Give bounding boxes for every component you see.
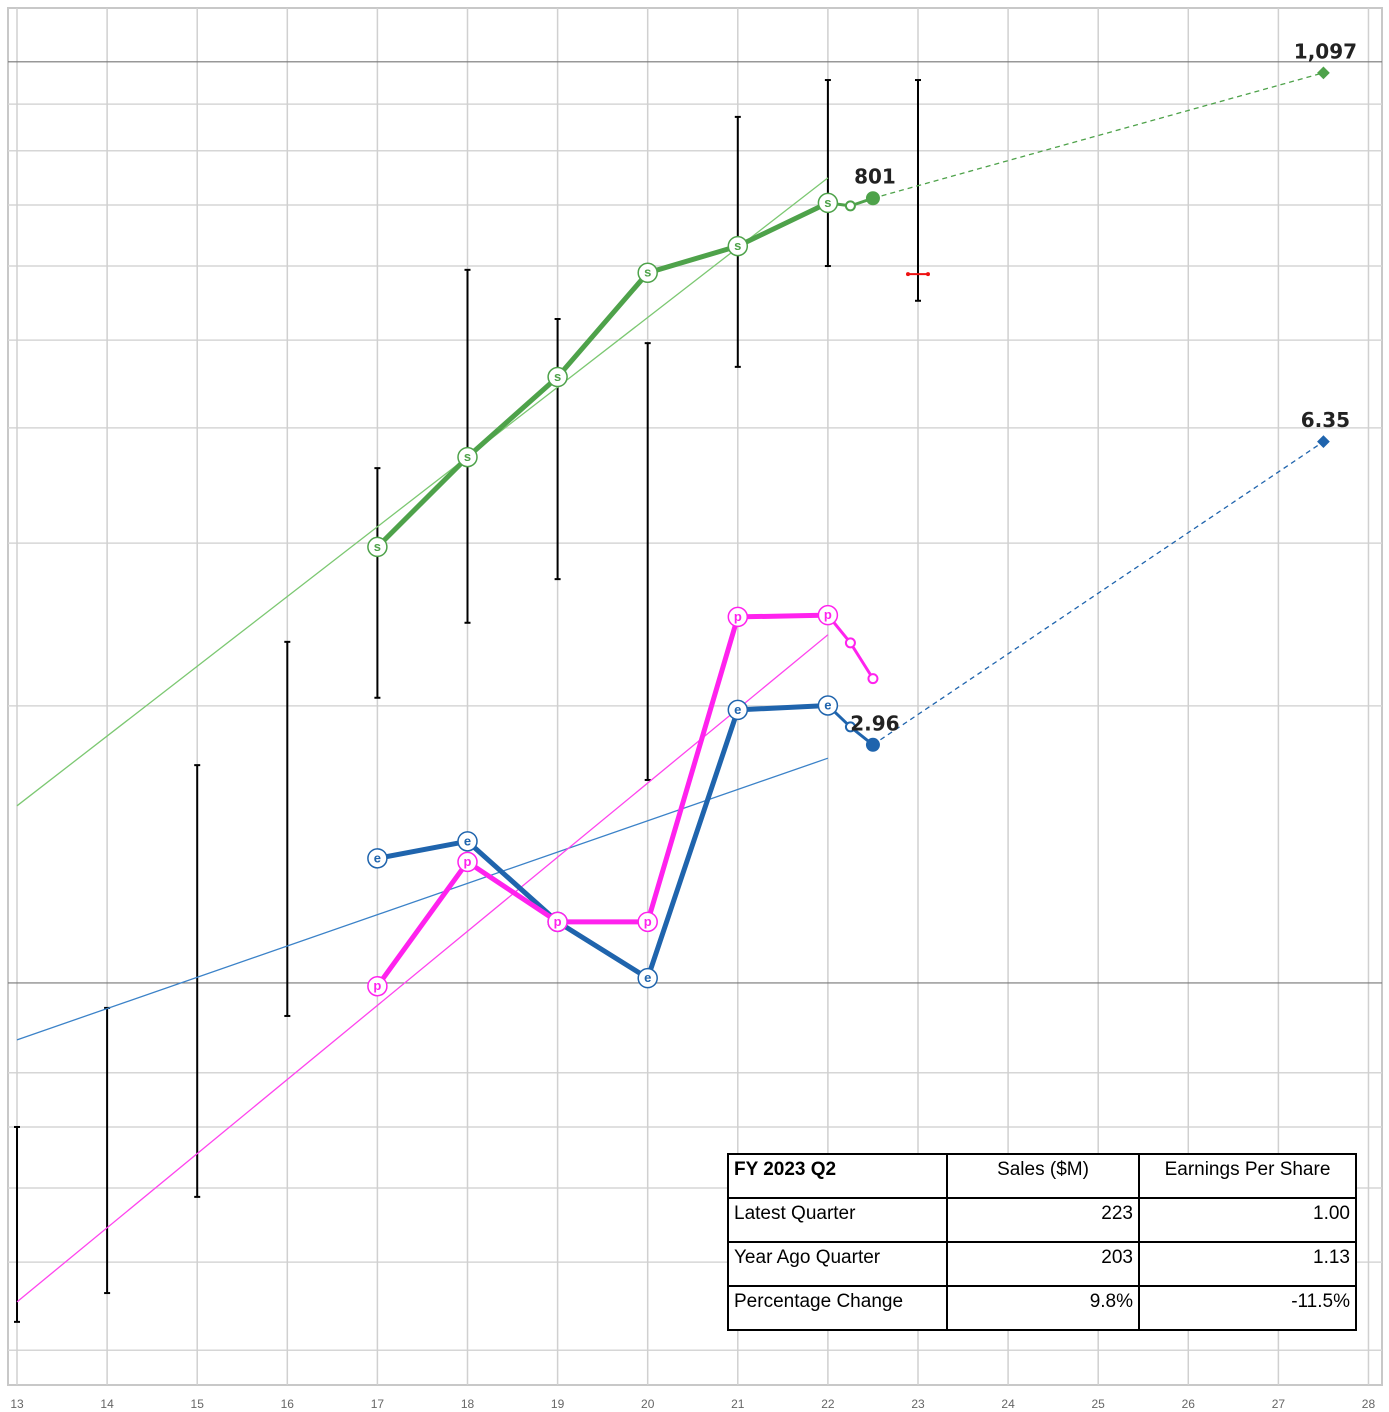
x-tick-label: 17 bbox=[371, 1397, 385, 1411]
tail-point bbox=[844, 200, 856, 212]
range-marker-dot bbox=[905, 272, 910, 277]
latest-label: 801 bbox=[854, 165, 896, 189]
latest-point bbox=[865, 191, 880, 206]
point-marker bbox=[547, 911, 568, 933]
point-marker-letter: s bbox=[644, 265, 651, 280]
x-tick-label: 18 bbox=[461, 1397, 475, 1411]
x-tick-label: 19 bbox=[551, 1397, 565, 1411]
point-marker bbox=[727, 606, 749, 628]
point-marker-letter: e bbox=[824, 697, 831, 712]
point-marker bbox=[457, 446, 478, 468]
point-marker-letter: s bbox=[464, 449, 471, 464]
x-tick-label: 23 bbox=[911, 1397, 925, 1411]
point-marker bbox=[817, 695, 839, 716]
x-tick-label: 24 bbox=[1001, 1397, 1015, 1411]
series-line bbox=[375, 612, 828, 988]
header-cell: Earnings Per Share bbox=[1138, 1153, 1357, 1199]
plot-frame bbox=[7, 7, 1383, 1386]
summary-table: FY 2023 Q2 Sales ($M) Earnings Per Share… bbox=[727, 1153, 1357, 1331]
x-tick-label: 28 bbox=[1362, 1397, 1376, 1411]
trend-line bbox=[16, 177, 829, 807]
point-marker bbox=[367, 536, 388, 558]
point-marker bbox=[727, 699, 749, 721]
cell: Percentage Change bbox=[727, 1285, 948, 1331]
latest-point bbox=[865, 737, 880, 752]
point-marker bbox=[547, 366, 568, 388]
x-tick-label: 21 bbox=[731, 1397, 745, 1411]
trend-line bbox=[16, 634, 829, 1303]
point-marker bbox=[727, 235, 749, 257]
point-marker bbox=[817, 604, 839, 626]
point-marker-letter: e bbox=[644, 970, 651, 985]
point-marker-letter: p bbox=[644, 914, 652, 929]
cell: Latest Quarter bbox=[727, 1197, 948, 1243]
tail-point bbox=[844, 637, 856, 649]
table-row: Percentage Change 9.8% -11.5% bbox=[727, 1285, 1357, 1331]
cell: 203 bbox=[946, 1241, 1140, 1287]
table-header: FY 2023 Q2 Sales ($M) Earnings Per Share bbox=[727, 1153, 1357, 1199]
x-tick-label: 27 bbox=[1272, 1397, 1286, 1411]
point-marker-letter: p bbox=[373, 978, 381, 993]
point-marker-letter: s bbox=[374, 539, 381, 554]
point-marker bbox=[457, 851, 478, 873]
point-marker-letter: p bbox=[554, 914, 562, 929]
table-row: Year Ago Quarter 203 1.13 bbox=[727, 1241, 1357, 1287]
point-marker-letter: s bbox=[554, 369, 561, 384]
x-tick-label: 16 bbox=[281, 1397, 295, 1411]
x-tick-label: 14 bbox=[100, 1397, 114, 1411]
cell: 1.13 bbox=[1138, 1241, 1357, 1287]
x-tick-label: 22 bbox=[821, 1397, 835, 1411]
point-marker bbox=[637, 911, 658, 933]
projection-label: 6.35 bbox=[1301, 408, 1350, 432]
series-line bbox=[375, 200, 829, 549]
x-tick-label: 13 bbox=[10, 1397, 24, 1411]
x-tick-label: 15 bbox=[191, 1397, 205, 1411]
x-tick-label: 20 bbox=[641, 1397, 655, 1411]
point-marker-letter: e bbox=[734, 702, 741, 717]
latest-label: 2.96 bbox=[850, 711, 899, 735]
point-marker bbox=[367, 848, 388, 869]
point-marker-letter: p bbox=[464, 854, 472, 869]
cell: -11.5% bbox=[1138, 1285, 1357, 1331]
point-marker bbox=[637, 967, 658, 989]
x-tick-label: 26 bbox=[1182, 1397, 1196, 1411]
point-marker-letter: p bbox=[824, 607, 832, 622]
projection-point bbox=[1317, 435, 1330, 449]
point-marker bbox=[367, 975, 388, 997]
cell: Year Ago Quarter bbox=[727, 1241, 948, 1287]
trend-line bbox=[16, 757, 829, 1041]
point-marker bbox=[817, 192, 839, 214]
projection-line bbox=[872, 441, 1324, 746]
header-cell: FY 2023 Q2 bbox=[727, 1153, 948, 1199]
tail-point bbox=[867, 673, 879, 685]
x-tick-label: 25 bbox=[1092, 1397, 1106, 1411]
point-marker-letter: s bbox=[824, 195, 831, 210]
point-marker-letter: p bbox=[734, 609, 742, 624]
projection-point bbox=[1317, 66, 1330, 80]
header-cell: Sales ($M) bbox=[946, 1153, 1140, 1199]
table-row: Latest Quarter 223 1.00 bbox=[727, 1197, 1357, 1243]
projection-label: 1,097 bbox=[1294, 39, 1357, 63]
cell: 223 bbox=[946, 1197, 1140, 1243]
projection-line bbox=[872, 72, 1324, 199]
range-marker-dot bbox=[925, 272, 930, 277]
cell: 1.00 bbox=[1138, 1197, 1357, 1243]
point-marker bbox=[637, 262, 658, 284]
point-marker-letter: e bbox=[464, 833, 471, 848]
tail-point bbox=[844, 721, 856, 733]
point-marker bbox=[457, 831, 478, 852]
series-line bbox=[376, 702, 829, 981]
point-marker-letter: s bbox=[734, 238, 741, 253]
cell: 9.8% bbox=[946, 1285, 1140, 1331]
point-marker-letter: e bbox=[374, 850, 381, 865]
